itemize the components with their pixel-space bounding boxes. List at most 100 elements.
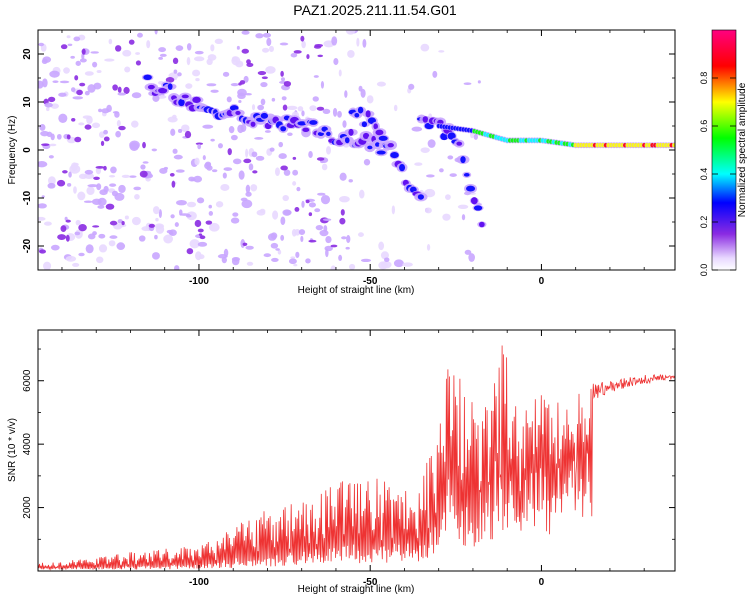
- noise-blob: [186, 43, 192, 51]
- noise-blob: [98, 244, 108, 253]
- noise-blob: [384, 257, 390, 263]
- noise-blob: [84, 90, 90, 96]
- noise-blob: [118, 184, 126, 194]
- noise-blob: [184, 130, 192, 139]
- noise-blob: [293, 263, 298, 267]
- colorbar: 0.0 0.2 0.4 0.6 0.8 Normalized spectral ampl…: [699, 29, 748, 276]
- noise-blob: [345, 246, 350, 250]
- noise-blob: [270, 242, 279, 249]
- noise-blob: [87, 233, 96, 240]
- noise-blob: [78, 252, 85, 257]
- noise-blob: [432, 70, 438, 78]
- noise-blob: [169, 172, 175, 177]
- noise-blob: [194, 56, 205, 62]
- figure-title: PAZ1.2025.211.11.54.G01: [293, 2, 457, 18]
- noise-blob: [438, 50, 445, 53]
- noise-blob: [295, 251, 300, 258]
- noise-blob: [195, 251, 202, 261]
- noise-blob: [240, 197, 248, 202]
- noise-blob: [308, 212, 313, 217]
- noise-blob: [43, 261, 52, 270]
- noise-blob: [341, 236, 347, 240]
- x-tick-label: 0: [539, 276, 545, 287]
- noise-blob: [60, 225, 67, 233]
- noise-blob: [151, 148, 158, 152]
- noise-blob: [211, 169, 218, 173]
- noise-blob: [39, 249, 47, 254]
- noise-blob: [294, 207, 300, 212]
- ridge-core: [297, 121, 307, 126]
- noise-blob: [308, 202, 316, 208]
- noise-blob: [293, 50, 302, 54]
- noise-blob: [260, 98, 266, 106]
- noise-blob: [420, 43, 430, 52]
- colorbar-tick-label: 0.4: [699, 168, 709, 181]
- noise-blob: [185, 83, 193, 89]
- noise-blob: [93, 176, 100, 180]
- noise-blob: [123, 86, 130, 94]
- noise-blob: [74, 231, 81, 236]
- colorbar-tick-label: 0.6: [699, 120, 709, 133]
- snr-x-ticks: -100 -50 0: [61, 330, 645, 588]
- noise-blob: [188, 176, 195, 182]
- noise-blob: [38, 203, 47, 209]
- noise-blob: [214, 38, 223, 45]
- snr-series-line: [38, 345, 675, 571]
- noise-blob: [41, 195, 45, 198]
- noise-blob: [260, 81, 268, 88]
- noise-blob: [346, 235, 351, 243]
- noise-blob: [426, 243, 431, 251]
- noise-blob: [109, 220, 118, 226]
- noise-blob: [131, 120, 139, 128]
- noise-blob: [269, 147, 275, 152]
- noise-blob: [250, 184, 258, 192]
- noise-blob: [117, 86, 122, 93]
- noise-blob: [58, 113, 68, 123]
- noise-blob: [326, 146, 331, 155]
- noise-blob: [262, 47, 270, 53]
- noise-blob: [226, 96, 232, 103]
- noise-blob: [47, 96, 56, 103]
- noise-blob: [70, 55, 75, 59]
- noise-blob: [101, 108, 110, 114]
- ridge-core: [672, 143, 675, 148]
- noise-blob: [222, 172, 227, 179]
- spectrogram-y-label: Frequency (Hz): [7, 116, 18, 185]
- noise-blob: [280, 216, 286, 226]
- noise-blob: [473, 133, 478, 140]
- noise-blob: [308, 151, 313, 159]
- noise-blob: [97, 197, 107, 206]
- noise-blob: [179, 209, 183, 216]
- noise-blob: [262, 32, 272, 38]
- noise-blob: [320, 80, 325, 89]
- ridge-core: [344, 137, 350, 144]
- colorbar-gradient: [712, 30, 736, 270]
- noise-blob: [257, 70, 267, 76]
- noise-blob: [290, 52, 298, 58]
- snr-x-label: Height of straight line (km): [298, 584, 415, 595]
- noise-blob: [140, 164, 146, 170]
- noise-blob: [220, 183, 230, 191]
- noise-blob: [349, 263, 356, 270]
- noise-blob: [122, 49, 132, 57]
- noise-blob: [63, 67, 70, 74]
- y-tick-label: 2000: [22, 496, 33, 519]
- ridge-core: [260, 112, 269, 119]
- noise-blob: [231, 56, 238, 62]
- noise-blob: [271, 97, 276, 102]
- noise-blob: [83, 200, 93, 203]
- noise-blob: [66, 182, 72, 187]
- ridge-core: [250, 121, 256, 127]
- noise-blob: [322, 218, 332, 221]
- noise-blob: [294, 229, 301, 236]
- noise-blob: [95, 167, 102, 175]
- ridge-core: [375, 142, 380, 147]
- noise-blob: [97, 205, 105, 209]
- noise-blob: [175, 199, 187, 206]
- noise-blob: [402, 262, 413, 267]
- noise-blob: [159, 167, 168, 174]
- noise-blob: [280, 165, 288, 171]
- noise-blob: [98, 233, 106, 239]
- noise-blob: [449, 173, 457, 177]
- noise-blob: [73, 36, 81, 42]
